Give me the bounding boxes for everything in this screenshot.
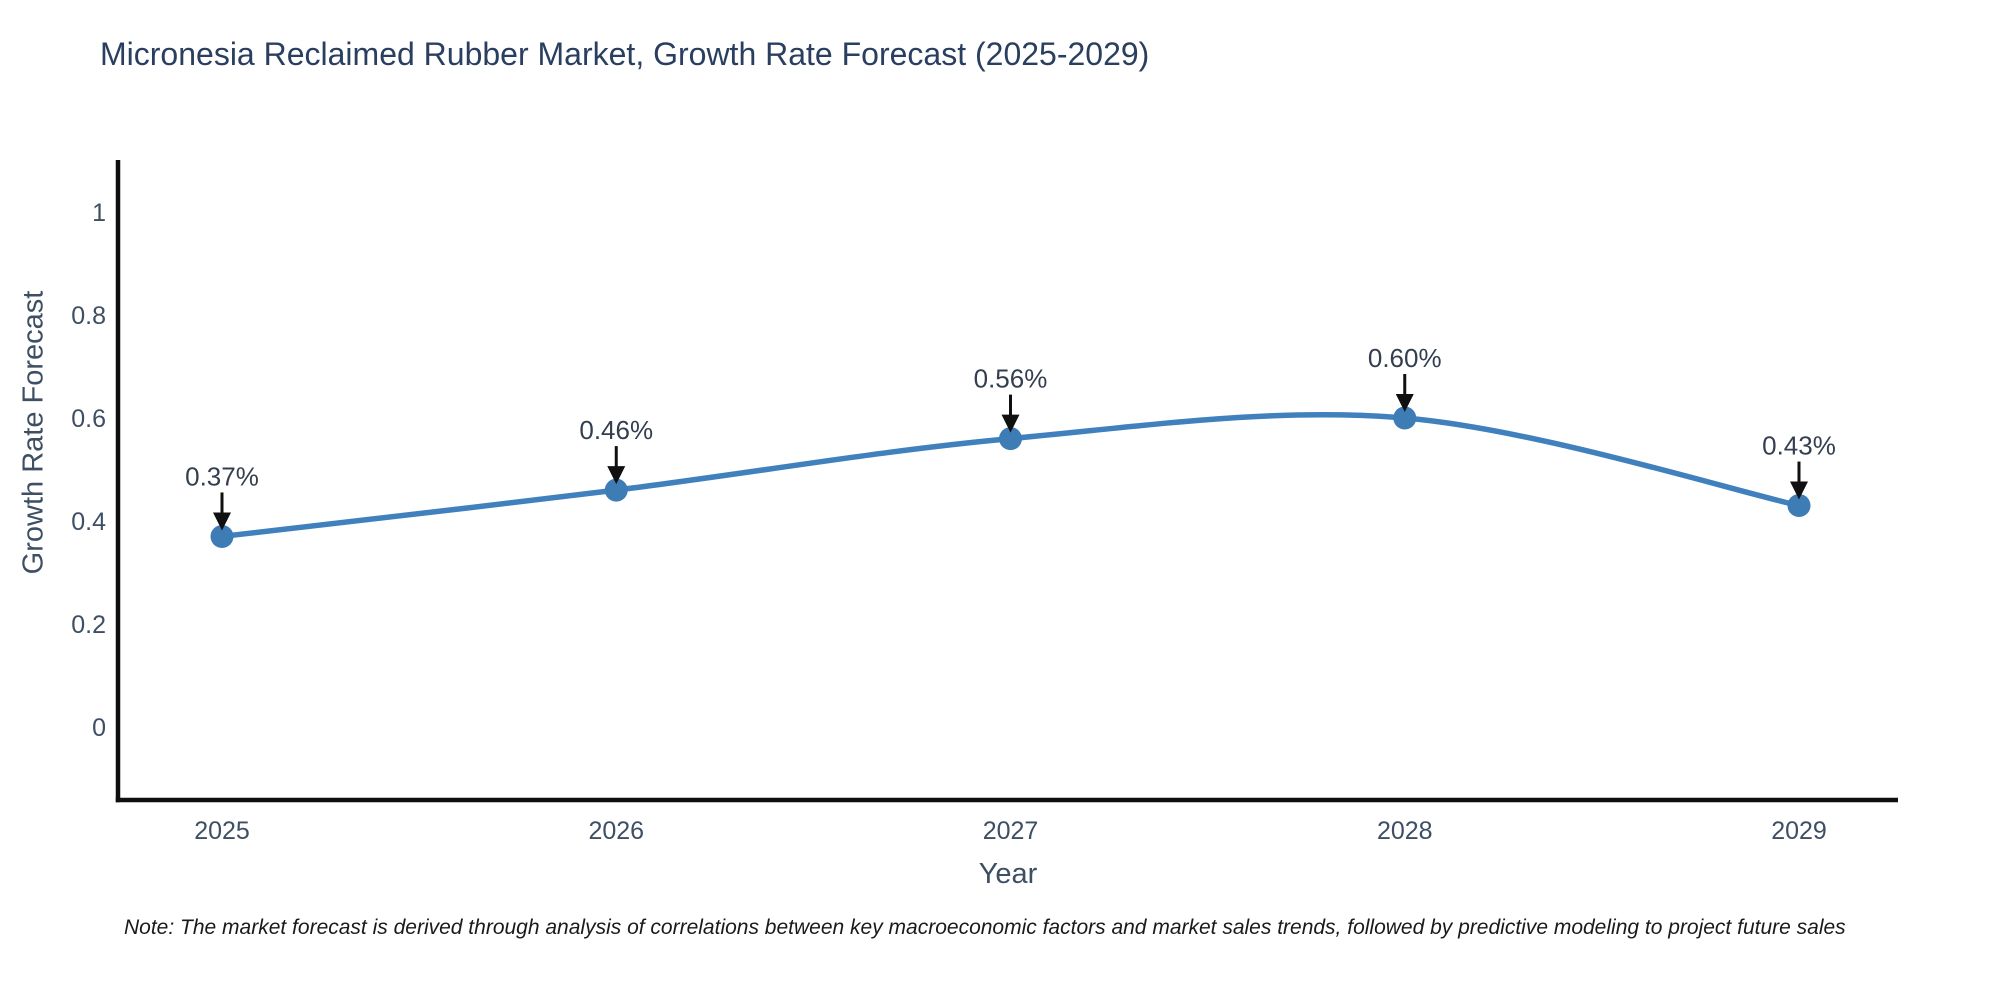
annotation-arrow-head-2027 — [1001, 414, 1020, 433]
x-tick-label-2029: 2029 — [1771, 817, 1827, 845]
y-tick-label-0.6: 0.6 — [71, 405, 106, 433]
annotation-label-2027: 0.56% — [974, 364, 1048, 394]
annotation-arrow-head-2025 — [213, 512, 231, 531]
data-point-marker-2029 — [1787, 494, 1811, 518]
x-tick-label-2025: 2025 — [194, 817, 250, 845]
chart-title: Micronesia Reclaimed Rubber Market, Grow… — [100, 36, 1150, 72]
annotation-2026: 0.46% — [579, 415, 653, 485]
data-point-marker-2025 — [210, 524, 234, 548]
annotation-2029: 0.43% — [1762, 431, 1836, 500]
y-axis-title: Growth Rate Forecast — [17, 290, 50, 575]
y-tick-label-1: 1 — [92, 199, 106, 227]
annotation-arrow-head-2029 — [1790, 481, 1808, 500]
annotation-2025: 0.37% — [185, 462, 259, 531]
annotation-label-2028: 0.60% — [1368, 343, 1442, 373]
y-tick-label-0.4: 0.4 — [71, 508, 106, 536]
data-point-marker-2027 — [999, 427, 1022, 451]
annotation-label-2026: 0.46% — [579, 415, 653, 445]
footnote: Note: The market forecast is derived thr… — [124, 916, 1846, 939]
annotation-2027: 0.56% — [974, 364, 1048, 433]
data-point-marker-2026 — [604, 478, 628, 502]
y-tick-label-0.8: 0.8 — [71, 302, 106, 330]
annotation-arrow-head-2028 — [1395, 394, 1414, 412]
x-axis-title: Year — [978, 858, 1038, 890]
annotation-label-2025: 0.37% — [185, 462, 259, 492]
data-point-marker-2028 — [1393, 406, 1417, 430]
x-tick-label-2026: 2026 — [588, 817, 644, 845]
annotation-label-2029: 0.43% — [1762, 431, 1836, 461]
y-tick-label-0: 0 — [92, 714, 106, 742]
x-tick-label-2028: 2028 — [1377, 817, 1433, 845]
annotation-arrow-head-2026 — [607, 466, 626, 485]
annotation-2028: 0.60% — [1368, 343, 1442, 412]
y-tick-label-0.2: 0.2 — [71, 611, 106, 639]
x-tick-label-2027: 2027 — [983, 817, 1039, 845]
